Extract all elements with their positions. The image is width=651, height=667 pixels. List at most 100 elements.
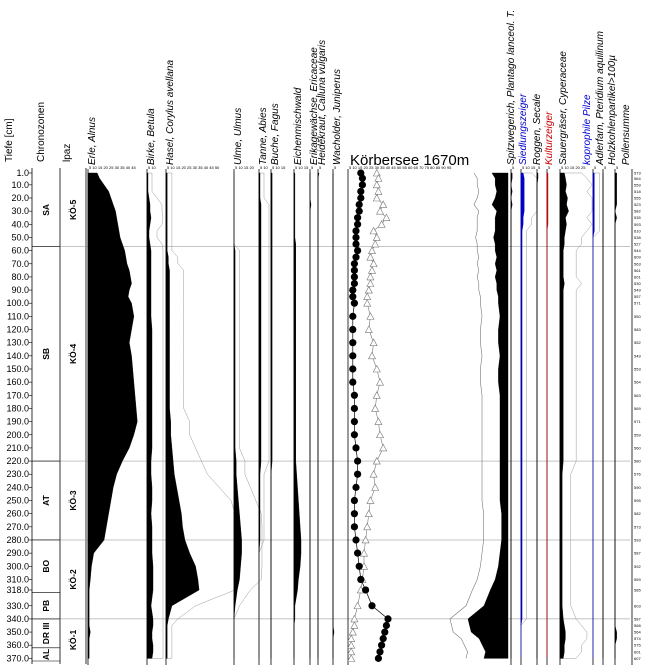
depth-tick-label: 1.0 xyxy=(16,168,29,178)
panel-ticks: 5 10 xyxy=(148,165,157,170)
right-panel-header: Adlerfarn, Pteridium aquilinum xyxy=(595,31,606,166)
depth-tick-label: 330.0 xyxy=(6,601,29,611)
circle-marker xyxy=(378,641,386,649)
depth-tick-label: 250.0 xyxy=(6,496,29,506)
curve-area xyxy=(87,172,138,659)
panel-ticks: 5 xyxy=(319,165,322,170)
circle-marker xyxy=(350,279,358,288)
curve-panel: 5 xyxy=(317,165,322,665)
pollensumme-value: 593 xyxy=(634,222,641,227)
curve-panel: 5 10 15 xyxy=(270,165,286,665)
depth-tick-label: 350.0 xyxy=(6,627,29,637)
pollensumme-value: 610 xyxy=(634,228,641,233)
circle-marker xyxy=(358,181,366,189)
ap-sum-area xyxy=(467,172,509,659)
circle-marker xyxy=(362,586,370,594)
pollensumme-value: 582 xyxy=(634,511,641,516)
pollensumme-value: 580 xyxy=(634,459,641,464)
circle-marker xyxy=(354,457,362,465)
curve-panel: 5 10 15 20 25 30 35 40 45 50 xyxy=(165,165,236,665)
triangle-marker xyxy=(367,266,377,274)
curve-area xyxy=(317,172,320,659)
panel-ticks: 5 10 15 20 25 30 35 40 45 xyxy=(89,165,136,170)
pollensumme-value: 559 xyxy=(634,577,641,582)
pollensumme-value: 573 xyxy=(634,171,641,176)
curve-header: Buche, Fagus xyxy=(270,103,281,165)
curve-panel: 5 10 15 20 25 30 35 40 45 xyxy=(87,165,138,665)
depth-tick-label: 370.0 xyxy=(6,653,29,663)
triangle-marker xyxy=(374,174,383,182)
depth-tick-label: 270.0 xyxy=(6,522,29,532)
curve-area xyxy=(536,172,539,659)
triangle-marker xyxy=(382,213,391,222)
pollensumme-value: 550 xyxy=(634,314,641,319)
triangle-marker xyxy=(379,443,388,452)
triangle-marker xyxy=(369,226,378,235)
pollensumme-value: 593 xyxy=(634,537,641,542)
right-panel-header: Sauergräser, Cyperaceae xyxy=(558,51,569,165)
thin-curve xyxy=(449,172,484,659)
pollensumme-value: 582 xyxy=(634,209,641,214)
zone-boundaries xyxy=(32,246,630,662)
chronozone-label: BO xyxy=(41,560,51,573)
triangle-marker xyxy=(366,496,375,504)
exaggeration-curve xyxy=(166,172,236,659)
pollensumme-value: 601 xyxy=(634,274,641,279)
curve-header: Erle, Alnus xyxy=(87,117,98,165)
depth-tick-label: 180.0 xyxy=(6,403,29,413)
exaggeration-curve xyxy=(560,172,593,659)
curve-panel: 5 10 15 20 xyxy=(233,165,263,665)
curve-area xyxy=(614,172,617,659)
pollensumme-value: 564 xyxy=(634,630,641,635)
triangle-marker xyxy=(366,253,375,261)
curve-panel: 5 xyxy=(332,165,337,665)
pollensumme-value: 573 xyxy=(634,524,641,529)
depth-tick-label: 80.0 xyxy=(11,272,29,282)
chronozone-label: SB xyxy=(41,348,51,360)
curve-area xyxy=(592,172,595,659)
lpaz-label: KÖ-3 xyxy=(68,490,78,511)
pollensumme-value: 568 xyxy=(634,623,641,628)
depth-tick-label: 280.0 xyxy=(6,535,29,545)
ap-nap-panel: 5 10 15 20 25 30 35 40 45 50 55 60 65 70… xyxy=(347,165,509,665)
triangle-marker xyxy=(372,193,381,202)
depth-tick-label: 290.0 xyxy=(6,548,29,558)
circle-marker xyxy=(350,273,358,281)
right-headers: Spitzwegerich, Plantago lanceol. T. Siedl… xyxy=(506,10,632,166)
chronozone-label: SA xyxy=(41,204,51,216)
exaggeration-curve xyxy=(592,172,600,659)
depth-tick-label: 300.0 xyxy=(6,561,29,571)
circle-marker xyxy=(350,418,358,426)
circle-marker xyxy=(349,312,357,320)
panel-ticks: 5 xyxy=(512,165,515,170)
pollensumme-value: 559 xyxy=(634,182,641,187)
triangle-marker xyxy=(367,351,377,360)
circle-marker xyxy=(349,293,357,301)
depth-tick-label: 230.0 xyxy=(6,469,29,479)
chronozone-label: DR III xyxy=(41,623,51,645)
pollensumme-value: 560 xyxy=(634,445,641,450)
triangle-marker xyxy=(361,535,370,544)
pollensumme-column: 5735645595185555235825355936105385275446… xyxy=(631,169,641,665)
curve-area xyxy=(233,173,242,659)
panel-ticks: 5 10 15 xyxy=(295,165,309,170)
curve-header: Heidekraut, Calluna vulgaris xyxy=(317,40,328,165)
pollensumme-value: 538 xyxy=(634,235,641,240)
right-panel-header: Kulturzeiger xyxy=(544,111,555,165)
lpaz-label: KÖ-1 xyxy=(68,630,78,651)
chronozone-labels: SA SB AT BO PB DR III AL xyxy=(41,204,51,660)
triangle-marker xyxy=(369,470,378,478)
right-panel-header: koprophile Pilze xyxy=(582,94,593,165)
curve-panel: 5 10 15 20 25 xyxy=(559,165,593,665)
pollensumme-value: 587 xyxy=(634,551,641,556)
depth-tick-label: 90.0 xyxy=(11,285,29,295)
circle-marker xyxy=(350,496,358,505)
pollensumme-value: 569 xyxy=(634,406,641,411)
triangle-marker xyxy=(366,279,375,287)
pollensumme-value: 574 xyxy=(634,636,641,641)
pollensumme-value: 559 xyxy=(634,432,641,437)
depth-tick-label: 40.0 xyxy=(11,219,29,229)
circle-marker xyxy=(352,233,360,242)
depth-tick-label: 130.0 xyxy=(6,338,29,348)
circle-marker xyxy=(350,404,358,413)
